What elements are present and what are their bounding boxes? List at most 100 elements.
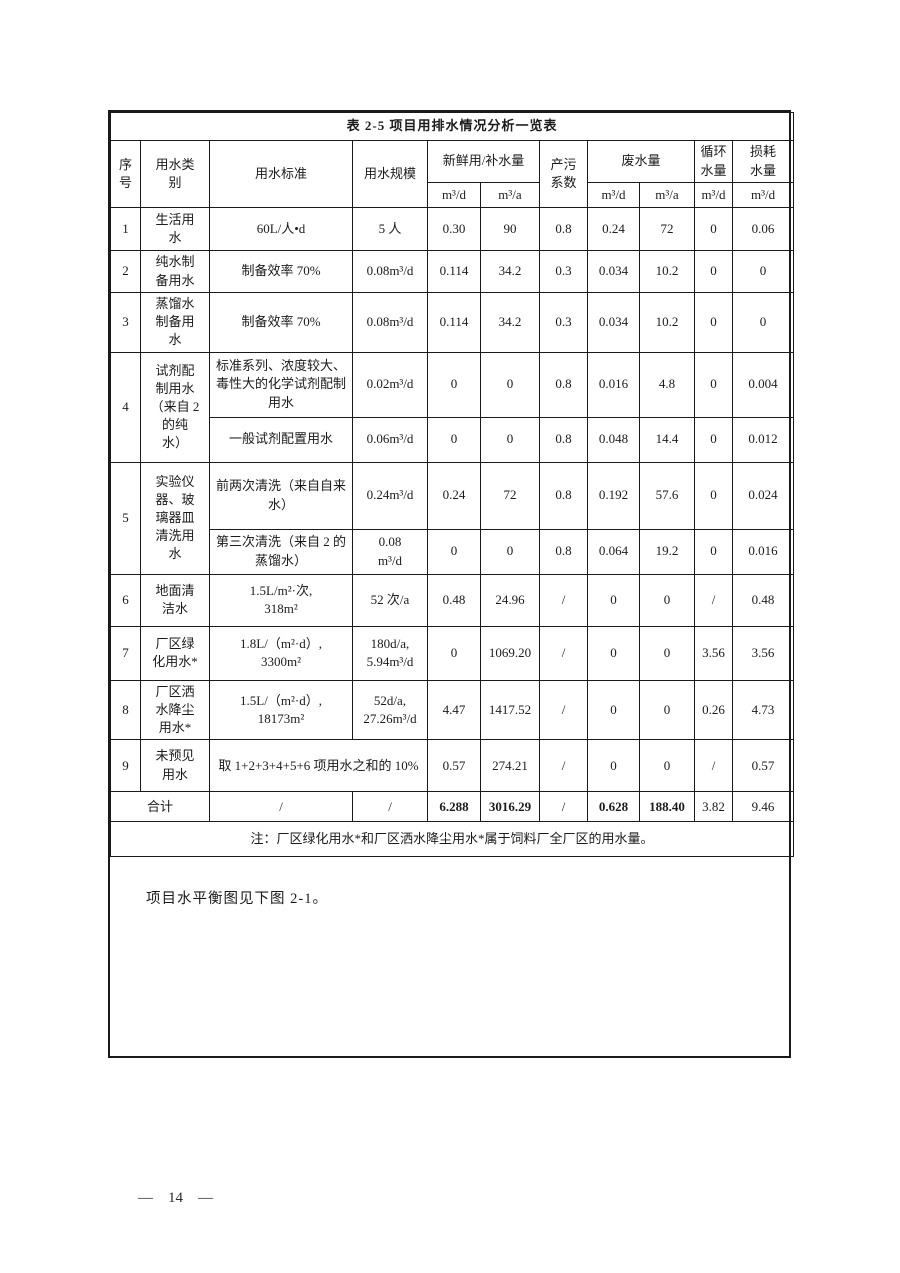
- cell-waste-a: 0: [639, 679, 695, 741]
- cell-fresh-d: 0.114: [427, 250, 481, 293]
- table-header-row-2: m³/d m³/a m³/d m³/a m³/d m³/d: [111, 182, 795, 208]
- cell-scale: 0.08m³/d: [352, 292, 428, 353]
- total-loss: 9.46: [731, 791, 795, 823]
- page-footer: — 14 —: [138, 1190, 213, 1207]
- cell-loss: 0.57: [731, 739, 795, 793]
- header-seq: 序 号: [110, 140, 141, 208]
- header-loss-water: 损耗 水量: [731, 140, 795, 183]
- cell-seq: 7: [110, 625, 141, 681]
- cell-scale: 0.06m³/d: [352, 416, 428, 463]
- cell-waste-a: 0: [639, 625, 695, 681]
- cell-standard: 前两次清洗（来自自来水）: [209, 461, 353, 530]
- cell-waste-d: 0.048: [587, 416, 640, 463]
- cell-fresh-d: 0: [427, 625, 481, 681]
- header-unit: m³/d: [731, 182, 795, 208]
- cell-loss: 0: [731, 250, 795, 293]
- cell-coef: 0.3: [539, 292, 588, 353]
- header-unit: m³/d: [427, 182, 481, 208]
- cell-coef: /: [539, 625, 588, 681]
- cell-fresh-a: 274.21: [480, 739, 540, 793]
- cell-cycle: 0: [694, 207, 733, 251]
- cell-fresh-d: 0: [427, 528, 481, 575]
- cell-standard: 标准系列、浓度较大、毒性大的化学试剂配制用水: [209, 351, 353, 418]
- cell-waste-a: 19.2: [639, 528, 695, 575]
- cell-waste-a: 0: [639, 739, 695, 793]
- header-unit: m³/a: [480, 182, 540, 208]
- table-header-row-1: 序 号 用水类 别 用水标准 用水规模 新鲜用/补水量 产污 系数 废水量 循环…: [110, 140, 795, 208]
- cell-fresh-a: 34.2: [480, 292, 540, 353]
- cell-loss: 0.012: [731, 416, 795, 463]
- cell-cycle: 0: [694, 528, 733, 575]
- table-row: 3 蒸馏水 制备用 水 制备效率 70% 0.08m³/d 0.114 34.2…: [110, 292, 795, 353]
- cell-waste-d: 0: [587, 679, 640, 741]
- header-fresh-water: 新鲜用/补水量: [427, 140, 540, 183]
- table-row: 8 厂区洒 水降尘 用水* 1.5L/（m²·d）, 18173m² 52d/a…: [110, 679, 795, 741]
- cell-loss: 0.004: [731, 351, 795, 418]
- header-pollution-coef: 产污 系数: [539, 140, 588, 208]
- cell-loss: 4.73: [731, 679, 795, 741]
- cell-waste-d: 0.034: [587, 250, 640, 293]
- cell-category: 纯水制 备用水: [140, 250, 210, 293]
- header-unit: m³/d: [694, 182, 733, 208]
- cell-seq: 5: [110, 461, 141, 575]
- total-cycle: 3.82: [694, 791, 733, 823]
- cell-seq: 2: [110, 250, 141, 293]
- cell-standard: 1.8L/（m²·d）, 3300m²: [209, 625, 353, 681]
- cell-fresh-a: 0: [480, 416, 540, 463]
- header-scale: 用水规模: [352, 140, 428, 208]
- water-usage-table: 表 2-5 项目用排水情况分析一览表 序 号 用水类 别 用水标准 用水规模 新…: [109, 112, 795, 858]
- cell-waste-a: 72: [639, 207, 695, 251]
- cell-scale: 0.08 m³/d: [352, 528, 428, 575]
- cell-waste-d: 0.034: [587, 292, 640, 353]
- cell-cycle: 3.56: [694, 625, 733, 681]
- cell-waste-d: 0.192: [587, 461, 640, 530]
- cell-fresh-a: 72: [480, 461, 540, 530]
- header-category: 用水类 别: [140, 140, 210, 208]
- cell-waste-d: 0: [587, 625, 640, 681]
- document-content-frame: 表 2-5 项目用排水情况分析一览表 序 号 用水类 别 用水标准 用水规模 新…: [108, 110, 795, 1058]
- cell-waste-a: 14.4: [639, 416, 695, 463]
- cell-fresh-d: 4.47: [427, 679, 481, 741]
- table-row: 5 实验仪 器、玻 璃器皿 清洗用 水 前两次清洗（来自自来水） 0.24m³/…: [110, 461, 795, 575]
- table-total-row: 合计 / / 6.288 3016.29 / 0.628 188.40 3.82…: [110, 791, 795, 823]
- total-scale: /: [352, 791, 428, 823]
- cell-category: 厂区绿 化用水*: [140, 625, 210, 681]
- footer-dash-left: —: [138, 1190, 153, 1206]
- cell-category: 未预见 用水: [140, 739, 210, 793]
- cell-seq: 8: [110, 679, 141, 741]
- total-waste-d: 0.628: [587, 791, 640, 823]
- footer-dash-right: —: [198, 1190, 213, 1206]
- cell-scale: 0.24m³/d: [352, 461, 428, 530]
- cell-loss: 0.024: [731, 461, 795, 530]
- cell-loss: 0.016: [731, 528, 795, 575]
- table-row: 4 试剂配 制用水 （来自 2 的纯 水） 标准系列、浓度较大、毒性大的化学试剂…: [110, 351, 795, 463]
- body-paragraph: 项目水平衡图见下图 2-1。: [146, 891, 328, 908]
- table-note-row: 注：厂区绿化用水*和厂区洒水降尘用水*属于饲料厂全厂区的用水量。: [109, 821, 795, 858]
- cell-coef: 0.8: [539, 528, 588, 575]
- cell-seq: 6: [110, 573, 141, 627]
- table-note: 注：厂区绿化用水*和厂区洒水降尘用水*属于饲料厂全厂区的用水量。: [109, 821, 795, 858]
- table-row: 6 地面清 洁水 1.5L/m²·次, 318m² 52 次/a 0.48 24…: [110, 573, 795, 627]
- cell-coef: /: [539, 739, 588, 793]
- total-standard: /: [209, 791, 353, 823]
- cell-fresh-a: 24.96: [480, 573, 540, 627]
- cell-coef: /: [539, 573, 588, 627]
- cell-category: 地面清 洁水: [140, 573, 210, 627]
- cell-waste-d: 0.016: [587, 351, 640, 418]
- cell-coef: 0.3: [539, 250, 588, 293]
- cell-standard: 1.5L/m²·次, 318m²: [209, 573, 353, 627]
- cell-scale: 180d/a, 5.94m³/d: [352, 625, 428, 681]
- table-row: 1 生活用 水 60L/人•d 5 人 0.30 90 0.8 0.24 72 …: [110, 207, 795, 251]
- cell-waste-a: 4.8: [639, 351, 695, 418]
- total-coef: /: [539, 791, 588, 823]
- cell-category: 试剂配 制用水 （来自 2 的纯 水）: [140, 351, 210, 463]
- cell-category: 生活用 水: [140, 207, 210, 251]
- cell-coef: 0.8: [539, 351, 588, 418]
- cell-seq: 9: [110, 739, 141, 793]
- total-label: 合计: [110, 791, 210, 823]
- cell-waste-a: 0: [639, 573, 695, 627]
- cell-cycle: 0: [694, 461, 733, 530]
- cell-fresh-d: 0.30: [427, 207, 481, 251]
- cell-coef: 0.8: [539, 207, 588, 251]
- cell-category: 蒸馏水 制备用 水: [140, 292, 210, 353]
